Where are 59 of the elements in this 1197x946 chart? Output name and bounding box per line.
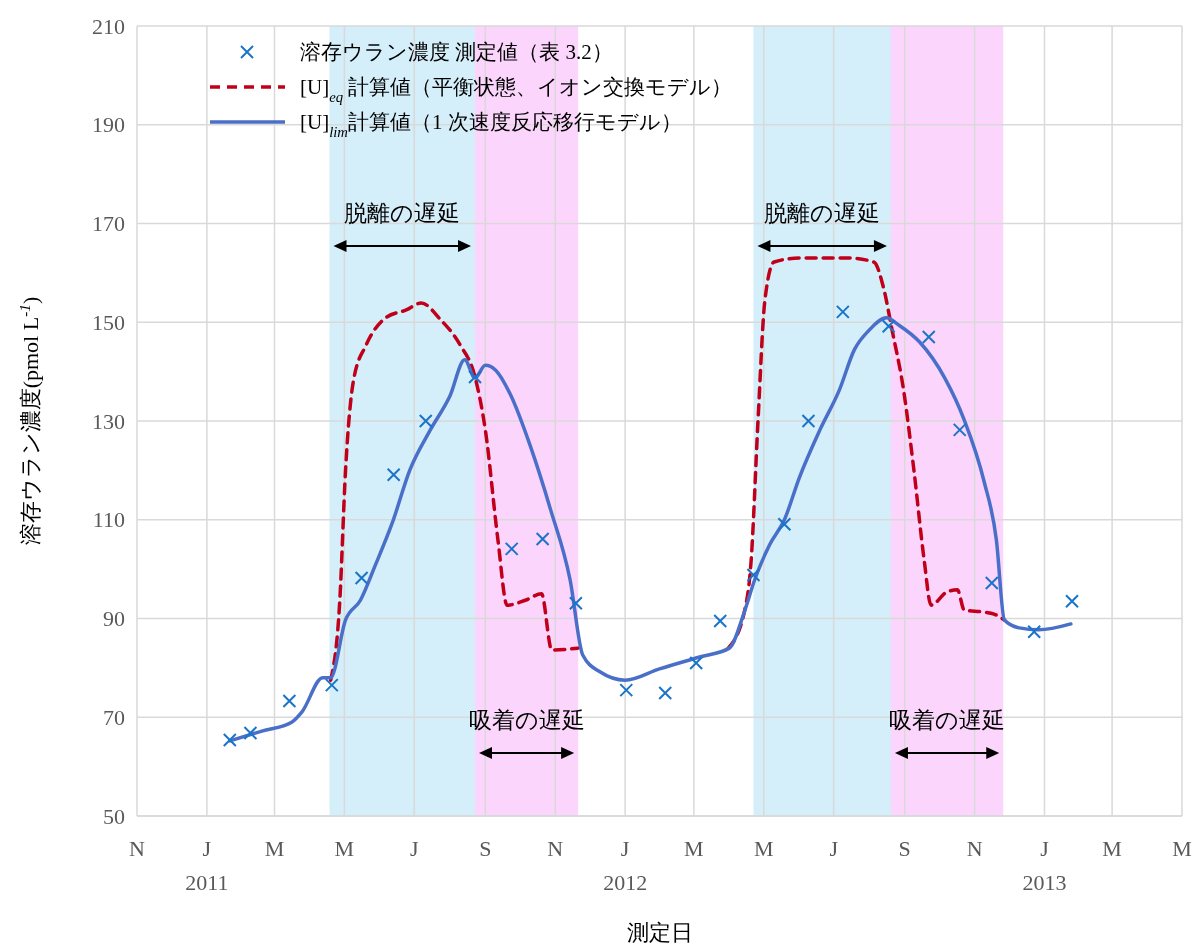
x-tick-label: N [129,836,146,861]
x-tick-label: J 2012 [603,836,648,895]
point [952,422,967,437]
point [1065,594,1079,609]
point [418,414,433,428]
point [354,571,369,586]
point [324,678,339,693]
legend-label: [U]$_{lim}$計算値（1 次速度反応移行モデル） [300,110,682,141]
point [222,732,237,747]
y-tick-label: 90 [103,606,125,632]
point [801,414,816,428]
x-tick-label: J 2011 [185,836,229,895]
point [619,683,634,698]
line-series [228,316,1073,743]
x-axis-title: 測定日 [626,920,693,945]
point [535,532,550,547]
point [468,370,483,385]
y-tick-label: 170 [92,211,125,237]
legend-label: 溶存ウラン濃度 測定値（表 3.2） [300,40,613,65]
point [835,304,850,319]
point [713,613,728,628]
band-label: 脱離の遅延 [344,201,461,226]
x-tick-label: S [479,836,492,861]
point [881,319,896,334]
point [386,467,401,482]
x-tick-label: J [829,836,839,861]
x-tick-label: M [753,836,774,861]
x-tick-label: N [966,836,983,861]
y-tick-label: 70 [103,704,125,730]
x-tick-label: M [684,836,704,861]
x-tick-label: M [264,836,285,861]
y-tick-label: 130 [92,408,125,434]
y-tick-label: 150 [92,309,125,335]
x-tick-label: J [410,836,420,861]
point [689,655,704,670]
y-tick-label: 110 [92,507,125,533]
y-tick-label: 210 [92,13,125,39]
point [777,517,792,532]
x-tick-label: M [1102,836,1122,861]
band-label: 脱離の遅延 [764,201,881,226]
point [243,726,258,741]
point [568,596,583,611]
point [282,693,297,708]
x-tick-label: M [334,836,355,861]
point [504,541,519,556]
legend-label: [U]$_{eq}$ 計算値（平衡状態、イオン交換モデル） [300,75,733,106]
y-tick-label: 50 [103,803,125,829]
x-tick-label: S [898,836,911,861]
point [921,330,936,345]
point [658,686,673,701]
band-label: 吸着の遅延 [468,708,585,733]
point [984,575,999,590]
y-tick-label: 190 [92,112,125,138]
point [1027,624,1042,639]
x-tick-label: N [547,836,564,861]
x-tick-label: J 2013 [1022,836,1067,895]
x-tick-label: M [1172,836,1192,861]
point [746,568,761,583]
band-label: 吸着の遅延 [889,708,1006,733]
